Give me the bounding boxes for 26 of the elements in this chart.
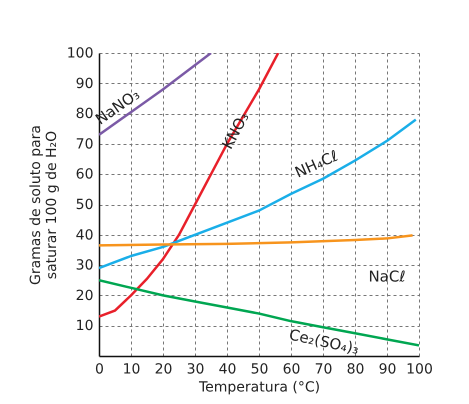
x-axis-title: Temperatura (°C) bbox=[198, 380, 320, 396]
x-tick-label: 60 bbox=[282, 362, 300, 378]
y-tick-label: 40 bbox=[76, 227, 94, 244]
y-tick-label: 50 bbox=[76, 197, 94, 213]
x-tick-label: 70 bbox=[314, 362, 332, 378]
y-tick-label: 60 bbox=[76, 166, 94, 183]
y-tick-label: 100 bbox=[66, 46, 94, 62]
x-tick-label: 50 bbox=[250, 362, 268, 378]
y-tick-label: 20 bbox=[76, 288, 94, 304]
series-label: NaCℓ bbox=[368, 267, 406, 286]
x-tick-label: 30 bbox=[186, 362, 204, 378]
y-tick-label: 90 bbox=[76, 76, 94, 92]
x-tick-label: 20 bbox=[154, 362, 172, 378]
text: Ce₂(SO₄)₃ bbox=[288, 326, 360, 358]
x-tick-label: 80 bbox=[346, 362, 364, 378]
x-tick-label: 10 bbox=[122, 362, 140, 378]
y-tick-label: 80 bbox=[76, 106, 94, 122]
y-tick-label: 10 bbox=[76, 318, 94, 334]
y-axis-title: Gramas de soluto para saturar 100 g de H₂O bbox=[28, 124, 60, 286]
x-tick-label: 90 bbox=[378, 362, 396, 378]
line-series bbox=[99, 234, 414, 247]
x-tick-label: 100 bbox=[406, 362, 433, 378]
y-tick-label: 30 bbox=[76, 258, 94, 274]
y-tick-label: 70 bbox=[76, 136, 94, 152]
x-tick-label: 0 bbox=[95, 362, 104, 378]
x-tick-label: 40 bbox=[218, 362, 236, 378]
